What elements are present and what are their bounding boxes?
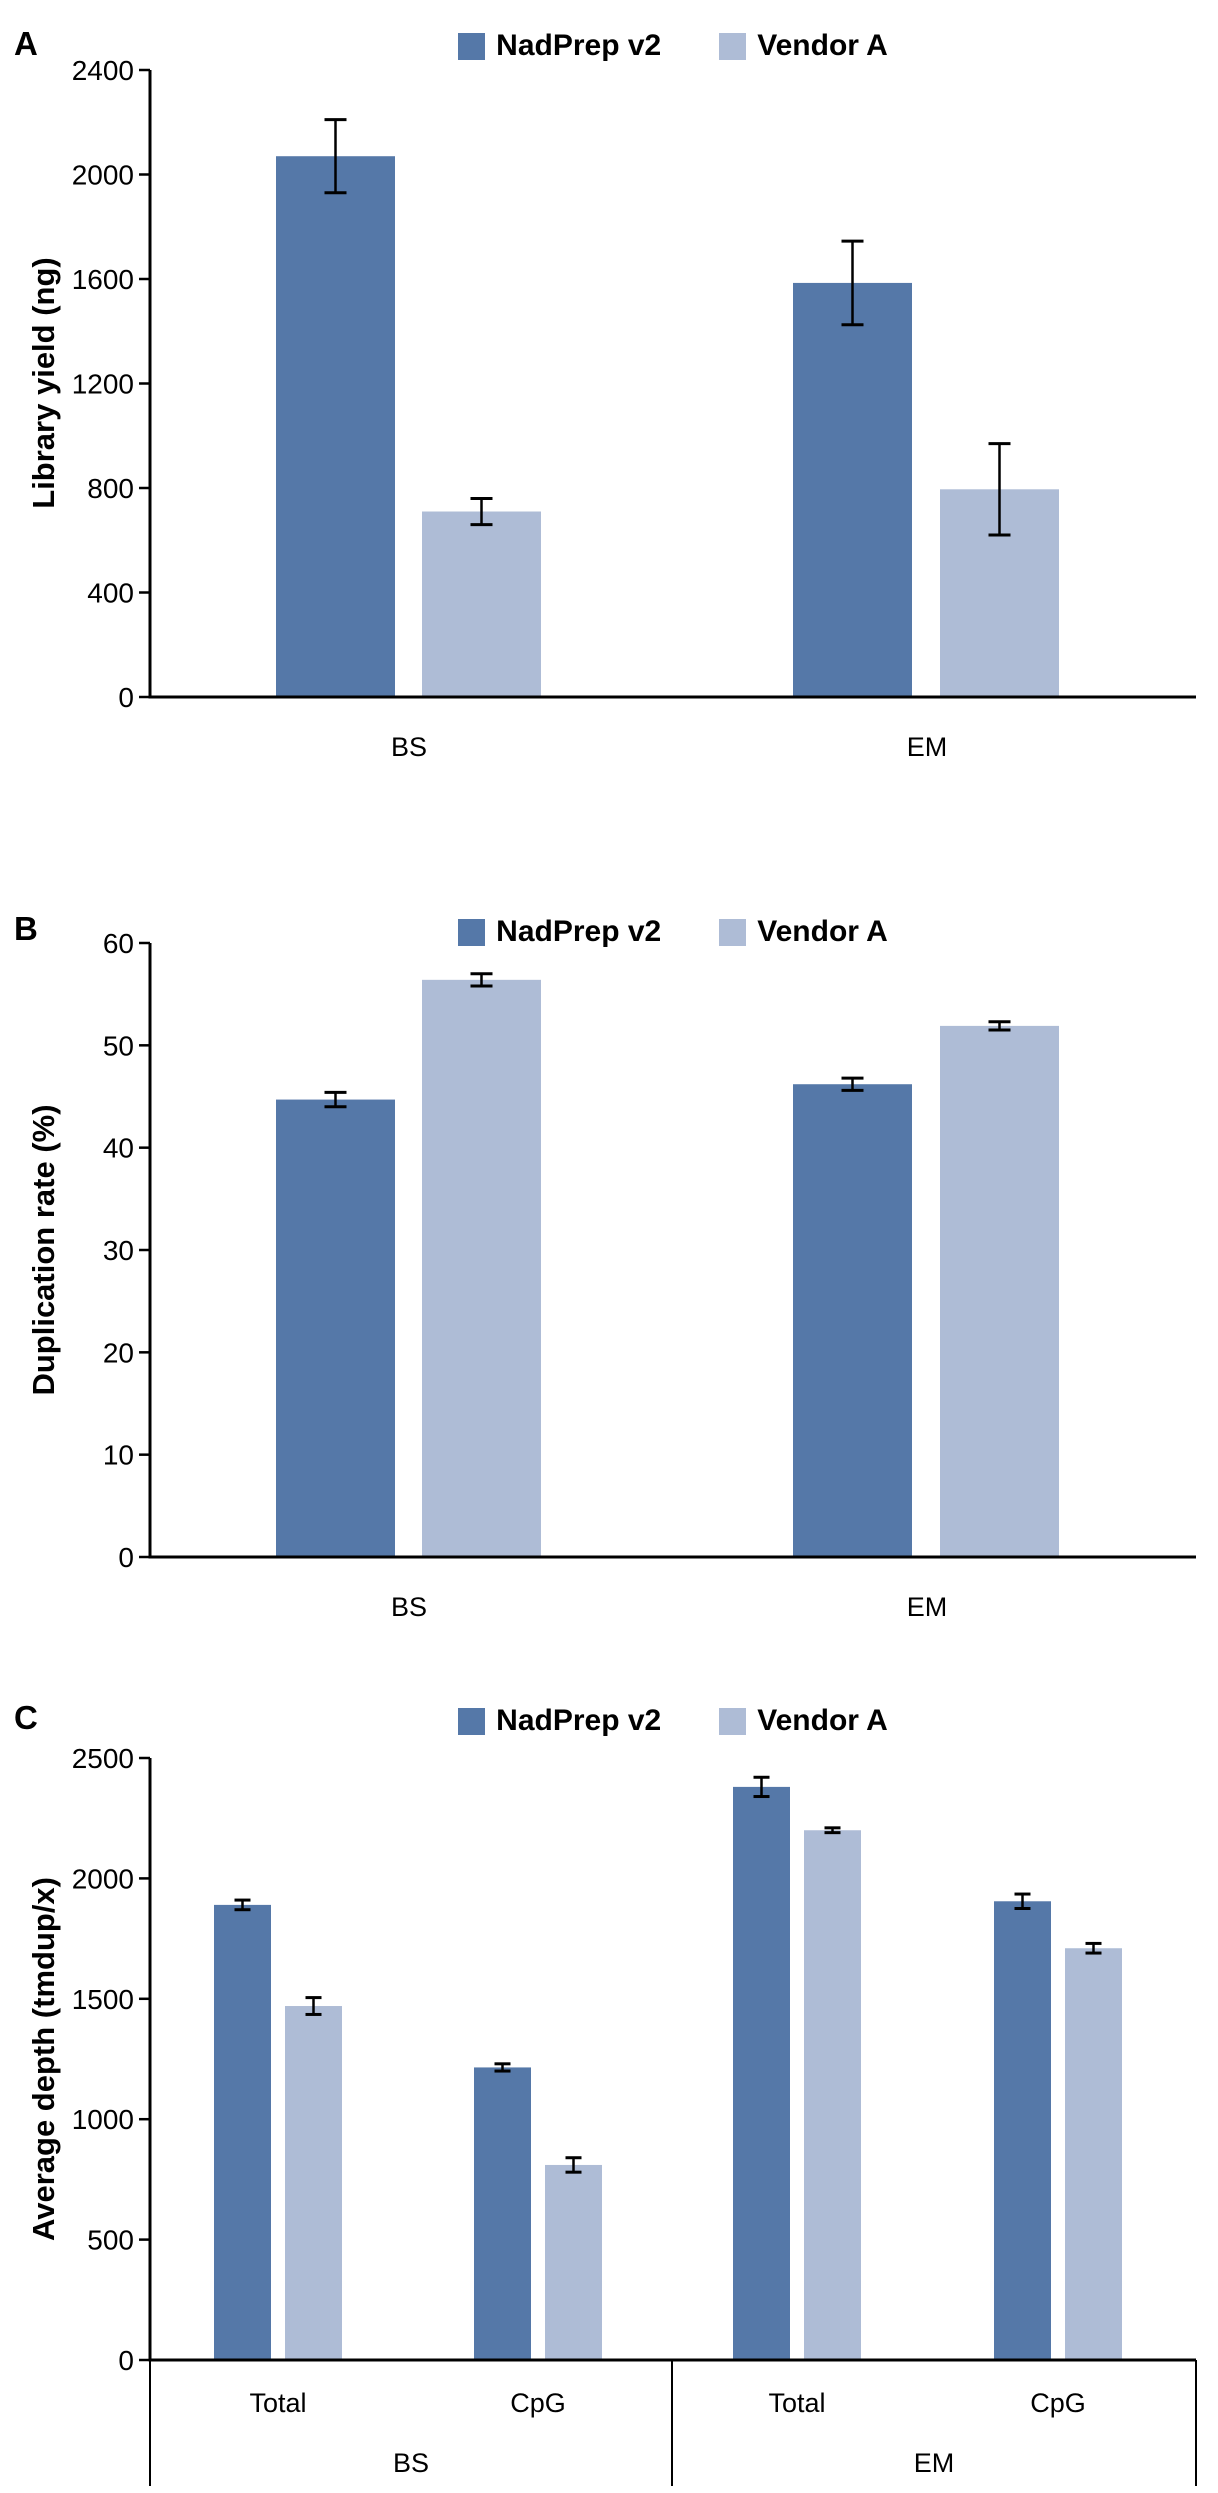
legend-item-nadprep: NadPrep v2 bbox=[458, 917, 661, 947]
legend-item-vendor: Vendor A bbox=[719, 917, 888, 947]
panel-a-bar-nadprep-v2-1 bbox=[793, 282, 912, 697]
panel-b-y-tick-label: 60 bbox=[103, 928, 134, 959]
panel-b-yaxis-title: Duplication rate (%) bbox=[26, 1104, 61, 1396]
legend-swatch-vendor bbox=[719, 32, 747, 60]
panel-a-legend: NadPrep v2 Vendor A bbox=[150, 28, 1196, 64]
legend-label-nadprep: NadPrep v2 bbox=[496, 915, 662, 948]
legend-item-vendor: Vendor A bbox=[719, 1706, 888, 1736]
legend-swatch-nadprep bbox=[458, 1707, 486, 1735]
panel-c-bar-nadprep-v2-2 bbox=[733, 1786, 790, 2360]
legend-label-vendor: Vendor A bbox=[757, 1704, 888, 1737]
legend-swatch-nadprep bbox=[458, 918, 486, 946]
panel-a-y-tick-label: 400 bbox=[87, 578, 134, 609]
panel-a-category-label: EM bbox=[907, 732, 948, 762]
panel-a-bar-vendor-a-0 bbox=[422, 511, 541, 697]
panel-b-y-tick-label: 30 bbox=[103, 1235, 134, 1266]
panel-b-y-tick-label: 50 bbox=[103, 1030, 134, 1061]
panel-a-yaxis-title: Library yield (ng) bbox=[26, 257, 61, 509]
panel-c-subcategory-label: Total bbox=[249, 2388, 306, 2418]
panel-a-y-tick-label: 800 bbox=[87, 473, 134, 504]
panel-c-y-tick-label: 2500 bbox=[72, 1743, 134, 1774]
panel-b-bar-nadprep-v2-0 bbox=[276, 1099, 395, 1557]
panel-b-y-tick-label: 20 bbox=[103, 1337, 134, 1368]
panel-c-y-tick-label: 1500 bbox=[72, 1984, 134, 2015]
panel-c-bar-vendor-a-2 bbox=[804, 1830, 861, 2360]
panel-c-group-label: EM bbox=[914, 2448, 955, 2478]
panel-b-category-label: EM bbox=[907, 1592, 948, 1622]
panel-c-y-tick-label: 500 bbox=[87, 2225, 134, 2256]
panel-c-subcategory-label: Total bbox=[768, 2388, 825, 2418]
panel-b-y-tick-label: 40 bbox=[103, 1133, 134, 1164]
legend-item-nadprep: NadPrep v2 bbox=[458, 31, 661, 61]
panel-a-y-tick-label: 0 bbox=[118, 682, 134, 713]
panel-a-y-tick-label: 1600 bbox=[72, 264, 134, 295]
panel-b-y-tick-label: 10 bbox=[103, 1440, 134, 1471]
legend-swatch-vendor bbox=[719, 918, 747, 946]
panel-c-bar-nadprep-v2-0 bbox=[214, 1904, 271, 2360]
panel-c-group-label: BS bbox=[393, 2448, 429, 2478]
panel-c-bar-nadprep-v2-1 bbox=[474, 2067, 531, 2360]
panel-c-bar-vendor-a-0 bbox=[285, 2006, 342, 2360]
legend-item-nadprep: NadPrep v2 bbox=[458, 1706, 661, 1736]
panel-b-y-tick-label: 0 bbox=[118, 1542, 134, 1573]
panel-c-subcategory-label: CpG bbox=[510, 2388, 566, 2418]
panel-c-y-tick-label: 0 bbox=[118, 2345, 134, 2376]
panel-b-category-label: BS bbox=[391, 1592, 427, 1622]
panel-c-bar-nadprep-v2-3 bbox=[994, 1901, 1051, 2360]
panel-b-bar-nadprep-v2-1 bbox=[793, 1084, 912, 1557]
panel-b-bar-vendor-a-0 bbox=[422, 979, 541, 1557]
panel-b-legend: NadPrep v2 Vendor A bbox=[150, 914, 1196, 950]
panel-c-legend: NadPrep v2 Vendor A bbox=[150, 1703, 1196, 1739]
panel-a-bar-nadprep-v2-0 bbox=[276, 156, 395, 697]
panel-c-y-tick-label: 2000 bbox=[72, 1863, 134, 1894]
panel-c-subcategory-label: CpG bbox=[1030, 2388, 1086, 2418]
legend-swatch-vendor bbox=[719, 1707, 747, 1735]
legend-label-vendor: Vendor A bbox=[757, 915, 888, 948]
panel-c-y-tick-label: 1000 bbox=[72, 2104, 134, 2135]
panel-c-yaxis-title: Average depth (tmdup/x) bbox=[26, 1877, 61, 2241]
legend-label-nadprep: NadPrep v2 bbox=[496, 1704, 662, 1737]
legend-label-nadprep: NadPrep v2 bbox=[496, 29, 662, 62]
panel-c-bar-vendor-a-3 bbox=[1065, 1948, 1122, 2360]
panel-a-y-tick-label: 2400 bbox=[72, 55, 134, 86]
legend-label-vendor: Vendor A bbox=[757, 29, 888, 62]
legend-swatch-nadprep bbox=[458, 32, 486, 60]
panel-c-bar-vendor-a-1 bbox=[545, 2164, 602, 2360]
panel-a-y-tick-label: 2000 bbox=[72, 160, 134, 191]
panel-c-label: C bbox=[14, 1699, 38, 1736]
panel-a-category-label: BS bbox=[391, 732, 427, 762]
panel-a-y-tick-label: 1200 bbox=[72, 369, 134, 400]
panel-a-label: A bbox=[14, 25, 38, 62]
panel-b-label: B bbox=[14, 910, 38, 947]
legend-item-vendor: Vendor A bbox=[719, 31, 888, 61]
panel-b-bar-vendor-a-1 bbox=[940, 1025, 1059, 1557]
